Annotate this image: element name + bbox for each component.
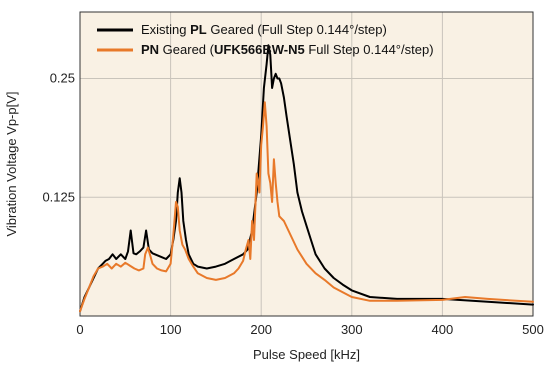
series-line-1: [79, 44, 534, 313]
y-tick-label: 0.125: [42, 189, 75, 204]
plot-area: [80, 12, 533, 316]
x-tick-label: 100: [160, 322, 182, 337]
y-axis-ticks: 0.125 0.25: [42, 71, 75, 205]
y-tick-label: 0.25: [50, 71, 75, 86]
legend-label-1: Existing PL Geared (Full Step 0.144°/ste…: [141, 22, 387, 37]
legend-label-2: PN Geared (UFK566BW-N5 Full Step 0.144°/…: [141, 42, 434, 57]
x-axis-ticks: 0 100 200 300 400 500: [76, 322, 543, 337]
y-axis-label: Vibration Voltage Vp-p[V]: [4, 91, 19, 236]
legend: Existing PL Geared (Full Step 0.144°/ste…: [97, 22, 434, 57]
plot-frame: [79, 11, 534, 317]
series-line-2: [79, 101, 534, 313]
x-tick-label: 300: [341, 322, 363, 337]
x-tick-label: 200: [250, 322, 272, 337]
x-tick-label: 500: [522, 322, 544, 337]
series-layer: [79, 44, 534, 313]
x-tick-label: 400: [432, 322, 454, 337]
x-tick-label: 0: [76, 322, 83, 337]
x-axis-label: Pulse Speed [kHz]: [253, 347, 360, 362]
